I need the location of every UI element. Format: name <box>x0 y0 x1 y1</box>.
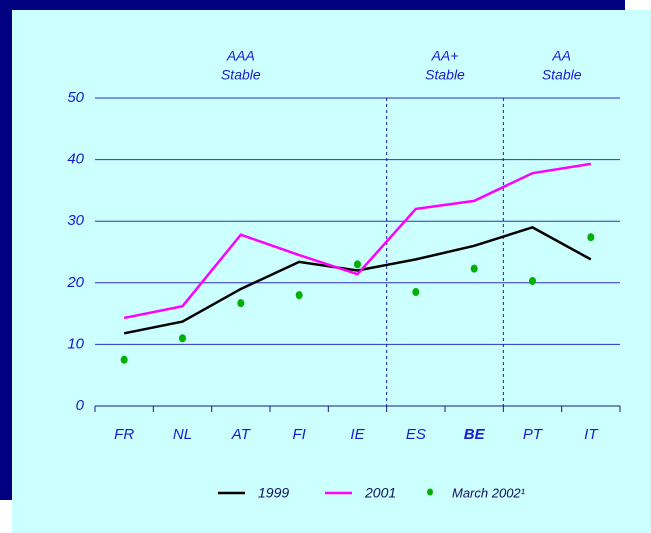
y-tick-label: 10 <box>67 335 84 352</box>
y-tick-label: 30 <box>67 212 84 229</box>
x-tick-label: FI <box>292 426 305 443</box>
x-tick-label: IT <box>584 426 599 443</box>
y-tick-label: 20 <box>66 274 84 291</box>
rating-label: AA <box>551 48 571 64</box>
legend-label: 2001 <box>364 485 396 501</box>
x-tick-label: NL <box>173 426 192 443</box>
outlook-label: Stable <box>542 67 582 83</box>
legend-label: 1999 <box>258 485 289 501</box>
outlook-label: Stable <box>425 67 465 83</box>
series-marker <box>470 264 478 273</box>
series-marker <box>120 355 128 364</box>
x-tick-label: FR <box>114 426 134 443</box>
x-tick-label: AT <box>231 426 252 443</box>
rating-label: AA+ <box>431 48 459 64</box>
series-marker <box>587 233 595 242</box>
y-tick-label: 50 <box>67 89 84 106</box>
series-marker <box>529 276 536 285</box>
y-tick-label: 40 <box>67 151 84 168</box>
x-tick-label: PT <box>523 426 544 443</box>
legend-label: March 2002¹ <box>452 485 526 500</box>
chart-panel <box>12 10 651 533</box>
y-tick-label: 0 <box>76 397 85 414</box>
series-marker <box>412 288 420 297</box>
outlook-label: Stable <box>221 67 261 83</box>
legend-swatch <box>427 488 433 496</box>
x-tick-label: IE <box>350 426 365 443</box>
series-line <box>123 162 592 320</box>
series-marker <box>179 334 186 343</box>
series-line <box>123 226 592 335</box>
series-marker <box>354 260 361 269</box>
series-marker <box>237 299 245 308</box>
rating-label: AAA <box>226 48 255 64</box>
x-tick-label: ES <box>406 426 426 443</box>
x-tick-label: BE <box>464 426 486 443</box>
series-marker <box>295 291 303 300</box>
